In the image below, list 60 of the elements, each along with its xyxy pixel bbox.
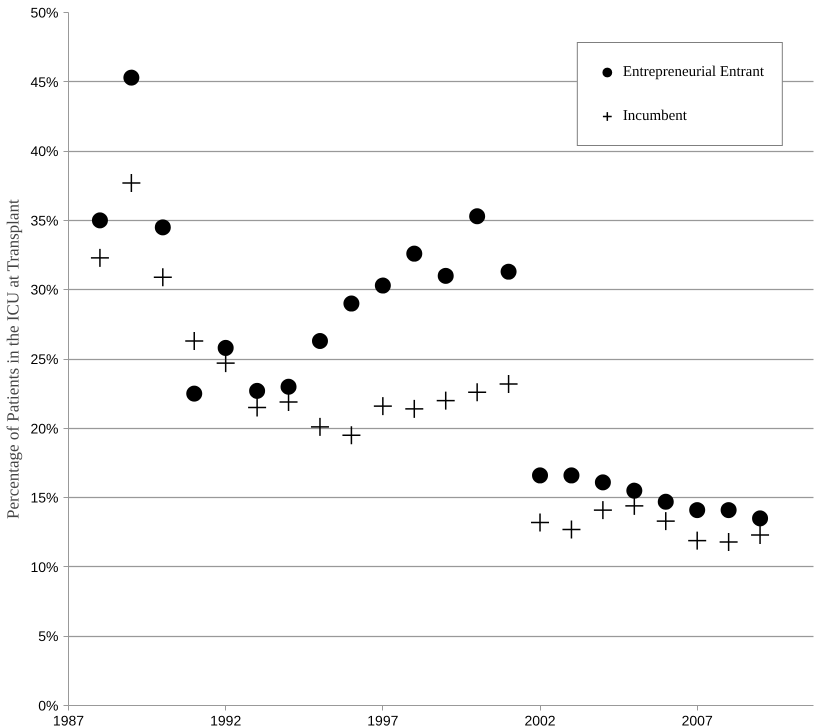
point: [90, 248, 110, 268]
point: [249, 382, 266, 399]
point: [689, 502, 706, 518]
x-tick-label: 1987: [52, 712, 84, 728]
point: [718, 532, 738, 552]
point: [532, 467, 548, 484]
legend-label: Incumbent: [622, 108, 687, 124]
point: [469, 208, 486, 224]
point: [594, 474, 611, 490]
x-tick-label: 2002: [524, 712, 556, 728]
point: [122, 173, 142, 193]
point: [92, 212, 108, 228]
y-tick-label: 35%: [30, 212, 59, 228]
point: [562, 520, 582, 540]
point: [374, 278, 391, 294]
point: [342, 425, 362, 445]
point: [563, 467, 580, 484]
point: [406, 246, 422, 262]
point: [373, 396, 393, 416]
y-tick-label: 40%: [30, 143, 59, 160]
point: [530, 512, 550, 532]
y-tick-label: 15%: [30, 490, 59, 506]
y-tick-label: 10%: [30, 558, 59, 575]
point: [656, 511, 676, 531]
point: [658, 494, 674, 510]
point: [154, 219, 171, 236]
point: [280, 378, 297, 395]
y-tick-label: 30%: [30, 282, 59, 298]
point: [720, 502, 737, 518]
x-tick-label: 1997: [367, 712, 399, 728]
point: [186, 386, 202, 402]
y-tick-label: 0%: [38, 698, 58, 714]
point: [153, 267, 173, 287]
point: [752, 510, 768, 526]
point: [626, 482, 642, 499]
x-tick-label: 2007: [682, 712, 713, 728]
point: [498, 374, 518, 394]
point: [750, 525, 770, 545]
legend-label: Entrepreneurial Entrant: [622, 64, 764, 80]
y-tick-label: 5%: [38, 628, 58, 644]
point: [310, 417, 330, 437]
point: [404, 399, 424, 419]
y-tick-label: 45%: [30, 74, 59, 90]
point: [312, 332, 328, 349]
point: [247, 398, 267, 418]
point: [123, 70, 140, 86]
point: [467, 382, 487, 402]
point: [500, 264, 517, 280]
point: [184, 331, 204, 351]
point: [438, 268, 454, 284]
y-tick-label: 25%: [30, 351, 59, 367]
y-tick-label: 50%: [30, 4, 59, 20]
x-tick-label: 1992: [210, 712, 242, 728]
point: [687, 530, 707, 550]
y-tick-label: 20%: [30, 420, 59, 436]
point: [218, 340, 234, 356]
point: [343, 296, 360, 312]
point: [436, 390, 456, 410]
point: [593, 500, 613, 520]
y-axis-title: Percentage of Patients in the ICU at Transplant: [3, 199, 22, 519]
